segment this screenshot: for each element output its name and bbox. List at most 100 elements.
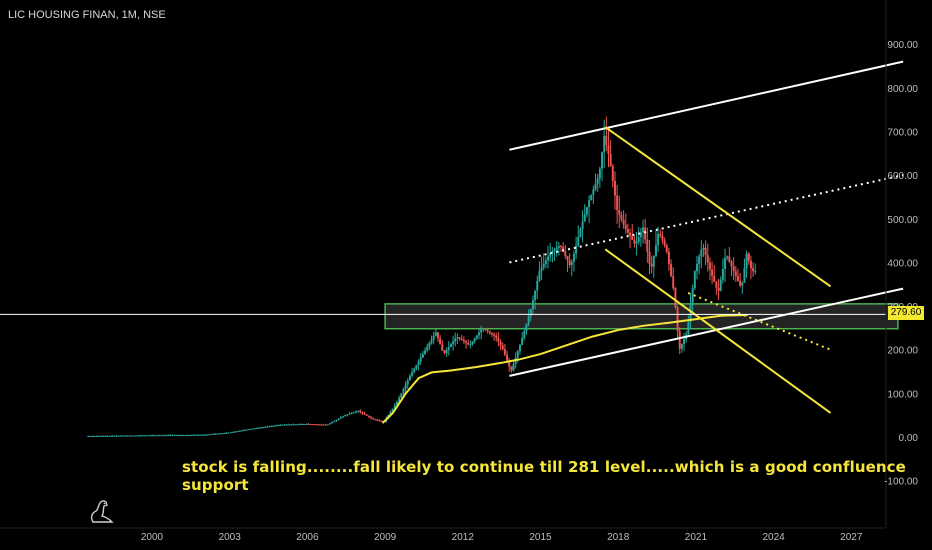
candle-body (279, 424, 282, 426)
candle-body (635, 242, 638, 244)
candle-body (395, 402, 398, 406)
candle-body (752, 268, 755, 272)
candle-body (579, 229, 582, 238)
candle-body (139, 435, 142, 437)
candle-body (661, 235, 664, 241)
candle-body (91, 436, 94, 438)
y-tick-label: 900.00 (887, 40, 918, 51)
candle-body (342, 416, 345, 418)
candle-body (352, 412, 355, 414)
candle-body (639, 232, 642, 238)
candle-body (676, 307, 679, 331)
candle-body (415, 364, 418, 369)
candle-body (708, 262, 711, 270)
candle-body (689, 305, 692, 323)
candle-body (680, 343, 683, 349)
trendline-5 (604, 248, 832, 414)
candle-body (534, 290, 537, 301)
tradingview-logo-icon[interactable] (88, 496, 114, 524)
candle-body (702, 247, 705, 250)
candle-body (540, 267, 543, 272)
candle-body (430, 339, 433, 344)
candle-body (346, 414, 349, 416)
candle-body (119, 435, 122, 437)
candle-body (512, 363, 515, 371)
candle-body (285, 424, 288, 426)
candle-body (311, 424, 314, 426)
candle-body (244, 429, 247, 431)
x-tick-label: 2006 (296, 532, 319, 543)
candle-body (562, 246, 565, 252)
candle-body (449, 344, 452, 348)
candle-body (726, 256, 729, 259)
candle-body (439, 338, 442, 345)
candle-body (443, 350, 446, 353)
candle-body (467, 343, 470, 345)
candle-body (171, 435, 174, 437)
candle-body (126, 435, 129, 437)
candle-body (305, 423, 308, 425)
candle-body (208, 434, 211, 436)
candle-body (339, 417, 342, 419)
candle-body (421, 354, 424, 358)
candle-body (307, 423, 310, 425)
candle-body (432, 335, 435, 340)
candle-body (216, 433, 219, 435)
candle-body (471, 341, 474, 345)
candle-body (270, 425, 273, 427)
candle-body (275, 425, 278, 427)
candle-body (290, 424, 293, 426)
candle-body (605, 135, 608, 145)
candle-body (465, 341, 468, 344)
candle-body (549, 253, 552, 257)
time-axis[interactable]: 2000 2003 2006 2009 2012 2015 2018 2021 2024 2027 (141, 532, 863, 543)
candle-body (555, 247, 558, 250)
candle-body (249, 428, 252, 430)
candle-body (691, 288, 694, 306)
y-tick-label: 100.00 (887, 389, 918, 400)
candle-body (648, 251, 651, 264)
candle-body (538, 271, 541, 281)
candle-body (484, 328, 487, 330)
candle-body (152, 435, 155, 437)
candle-body (106, 435, 109, 437)
candle-body (590, 194, 593, 201)
candle-body (544, 260, 547, 264)
candle-body (160, 435, 163, 437)
candle-body (402, 388, 405, 394)
candle-body (329, 423, 332, 425)
x-tick-label: 2000 (141, 532, 164, 543)
candle-body (603, 135, 606, 153)
candle-body (361, 412, 364, 414)
candle-body (406, 380, 409, 385)
candle-body (344, 415, 347, 417)
candles-layer (87, 116, 757, 438)
candle-body (560, 246, 563, 248)
candle-body (700, 249, 703, 257)
candle-body (477, 332, 480, 336)
candle-body (186, 434, 189, 436)
candle-body (613, 180, 616, 196)
candle-body (521, 338, 524, 345)
candle-body (89, 436, 92, 438)
candle-body (564, 251, 567, 256)
candle-body (629, 232, 632, 237)
candle-body (622, 219, 625, 225)
trendlines-layer (0, 60, 904, 414)
x-tick-label: 2021 (685, 532, 708, 543)
candle-body (434, 332, 437, 336)
candle-body (678, 330, 681, 349)
candle-body (620, 214, 623, 220)
candle-body (143, 435, 146, 437)
candle-body (585, 207, 588, 215)
candle-body (583, 214, 586, 222)
candle-body (104, 435, 107, 437)
trendline-6 (687, 292, 831, 351)
candle-body (145, 435, 148, 437)
x-tick-label: 2018 (607, 532, 630, 543)
candle-body (350, 412, 353, 414)
candle-body (411, 372, 414, 376)
candle-body (292, 424, 295, 426)
candle-body (316, 424, 319, 426)
